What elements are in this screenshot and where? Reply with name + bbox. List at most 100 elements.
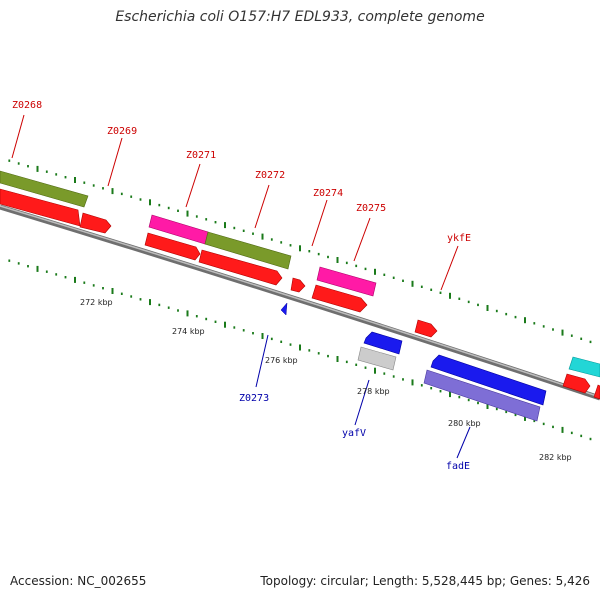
minor-tick-mark — [458, 395, 461, 399]
minor-tick-mark — [167, 306, 170, 309]
minor-tick-mark — [55, 273, 58, 276]
minor-tick-mark — [327, 255, 329, 259]
kbp-label-278: 278 kbp — [357, 387, 390, 396]
minor-tick-mark — [467, 300, 470, 304]
minor-tick-mark — [252, 332, 254, 335]
minor-tick-mark — [205, 317, 208, 321]
minor-tick-mark — [495, 309, 498, 313]
minor-tick-mark — [130, 195, 133, 198]
gene-label-z0269[interactable]: Z0269 — [107, 126, 137, 137]
major-tick-mark — [299, 344, 301, 351]
feature-olive-z0272[interactable] — [204, 231, 292, 270]
minor-tick-mark — [242, 229, 245, 232]
minor-tick-mark — [580, 434, 583, 438]
minor-tick-mark — [195, 315, 198, 318]
minor-tick-mark — [477, 401, 479, 405]
minor-tick-mark — [505, 410, 508, 414]
minor-tick-mark — [477, 303, 479, 307]
major-tick-mark — [299, 245, 301, 252]
minor-tick-mark — [514, 413, 517, 417]
major-tick-mark — [149, 199, 151, 206]
gene-label-z0272[interactable]: Z0272 — [255, 170, 285, 181]
major-tick-mark — [524, 414, 526, 421]
major-tick-mark — [411, 280, 414, 287]
minor-tick-mark — [252, 232, 254, 235]
reverse-gene-labels — [255, 334, 471, 459]
minor-tick-mark — [580, 337, 583, 340]
feature-cds-red-3[interactable] — [198, 249, 283, 286]
minor-tick-mark — [83, 181, 86, 184]
gene-label-z0271[interactable]: Z0271 — [186, 150, 216, 161]
gene-label-z0273[interactable]: Z0273 — [239, 393, 269, 404]
minor-tick-mark — [364, 366, 367, 369]
minor-tick-mark — [430, 288, 433, 291]
minor-tick-mark — [392, 375, 395, 378]
major-tick-mark — [261, 333, 264, 339]
feature-cds-z0269[interactable] — [79, 212, 112, 234]
major-tick-mark — [111, 188, 114, 195]
minor-tick-mark — [420, 384, 423, 387]
minor-tick-mark — [552, 425, 554, 429]
minor-tick-mark — [64, 276, 67, 279]
feature-magenta-z0275[interactable] — [316, 266, 377, 297]
map-title: Escherichia coli O157:H7 EDL933, complet… — [115, 9, 485, 25]
minor-tick-mark — [552, 328, 554, 331]
feature-cds-z0274[interactable] — [290, 277, 306, 293]
minor-tick-mark — [45, 270, 48, 273]
minor-tick-mark — [17, 262, 20, 265]
feature-violet-fade[interactable] — [423, 369, 541, 422]
minor-tick-mark — [430, 387, 433, 390]
minor-tick-mark — [205, 218, 208, 221]
gene-label-z0275[interactable]: Z0275 — [356, 203, 386, 214]
major-tick-mark — [224, 222, 226, 229]
minor-tick-mark — [355, 363, 358, 366]
minor-tick-mark — [542, 325, 545, 328]
feature-olive-1[interactable] — [0, 170, 89, 208]
minor-tick-mark — [289, 244, 292, 247]
major-tick-mark — [36, 165, 39, 172]
gene-label-fade[interactable]: fadE — [446, 461, 470, 472]
minor-tick-mark — [55, 173, 58, 176]
feature-cds-red-edge[interactable] — [593, 384, 600, 400]
minor-tick-mark — [439, 291, 442, 294]
gene-label-z0268[interactable]: Z0268 — [12, 100, 42, 111]
major-tick-mark — [449, 391, 451, 398]
minor-tick-mark — [130, 295, 133, 298]
feature-cds-red-2[interactable] — [144, 232, 201, 261]
minor-tick-mark — [327, 354, 329, 358]
minor-tick-mark — [542, 422, 545, 426]
forward-feature-track — [0, 170, 600, 400]
major-tick-mark — [486, 305, 489, 311]
minor-tick-mark — [270, 238, 273, 241]
feature-blue-1[interactable] — [363, 331, 403, 355]
minor-tick-mark — [177, 209, 179, 212]
major-tick-mark — [261, 233, 264, 240]
minor-tick-mark — [139, 298, 142, 301]
minor-tick-mark — [533, 322, 536, 325]
minor-tick-mark — [233, 226, 236, 230]
minor-tick-mark — [533, 419, 536, 423]
feature-cds-z0275[interactable] — [311, 284, 368, 313]
minor-tick-mark — [8, 259, 11, 262]
minor-tick-mark — [289, 343, 292, 346]
major-tick-mark — [486, 403, 489, 409]
minor-tick-mark — [270, 337, 273, 341]
feature-grey-yafv[interactable] — [357, 346, 397, 371]
minor-tick-mark — [308, 349, 311, 352]
minor-tick-mark — [214, 221, 217, 224]
minor-tick-mark — [17, 162, 20, 165]
feature-cds-red-right[interactable] — [562, 373, 591, 394]
gene-label-ykfe[interactable]: ykfE — [447, 233, 471, 244]
minor-tick-mark — [83, 281, 86, 284]
feature-cds-ykfe[interactable] — [414, 319, 438, 338]
feature-cyan[interactable] — [568, 356, 600, 378]
feature-z0273[interactable] — [280, 302, 288, 316]
tick-ring-lower — [8, 259, 592, 441]
minor-tick-mark — [64, 176, 67, 179]
minor-tick-mark — [280, 340, 283, 343]
gene-label-yafv[interactable]: yafV — [342, 428, 366, 439]
feature-blue-2[interactable] — [430, 354, 547, 406]
major-tick-mark — [186, 210, 189, 217]
gene-label-z0274[interactable]: Z0274 — [313, 188, 343, 199]
